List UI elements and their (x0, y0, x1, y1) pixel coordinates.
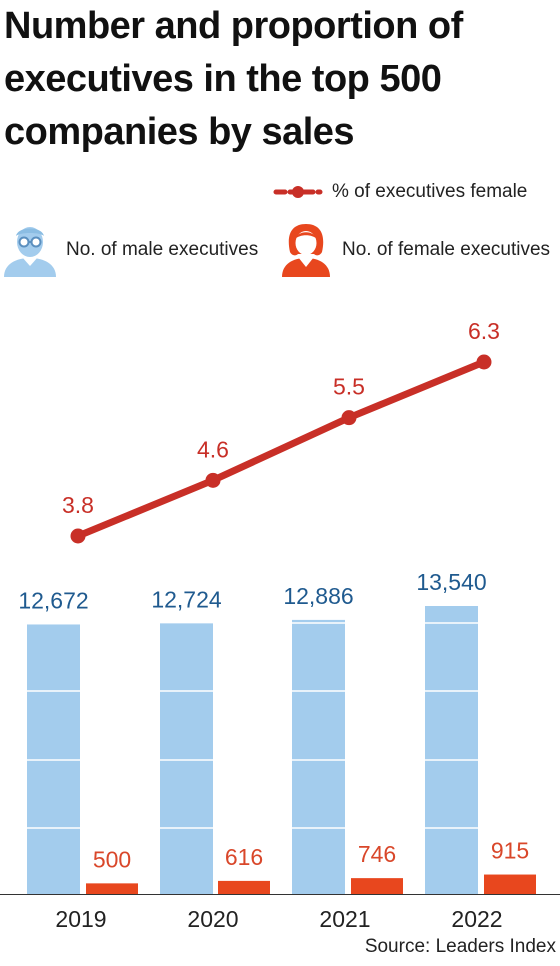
male-value-label: 12,672 (18, 587, 88, 613)
legend-line-label: % of executives female (332, 181, 528, 202)
chart-title: Number and proportion of executives in t… (4, 0, 556, 159)
line-value-label: 5.5 (333, 374, 365, 400)
x-tick-label: 2019 (55, 906, 106, 932)
male-bar-2021 (292, 619, 345, 894)
line-value-label: 6.3 (468, 318, 500, 344)
female-bar-2020 (218, 880, 270, 894)
chart-title-line-3: companies by sales (4, 111, 355, 153)
female-value-label: 616 (225, 844, 263, 870)
male-bar-2022 (425, 606, 478, 894)
male-value-label: 12,724 (151, 586, 222, 612)
male-person-with-glasses-icon (4, 227, 56, 277)
line-point-2019 (70, 528, 86, 544)
line-point-2021 (341, 410, 357, 426)
female-bar-2021 (351, 878, 403, 894)
male-value-label: 12,886 (283, 583, 353, 609)
female-bar-2022 (484, 874, 536, 894)
male-bar-2019 (27, 624, 80, 894)
legend-item-female: No. of female executives (276, 222, 550, 278)
female-bar-2019 (86, 883, 138, 894)
legend-item-female-percentage: % of executives female (272, 178, 527, 206)
line-point-2020 (205, 472, 221, 488)
chart-title-line-2: executives in the top 500 (4, 58, 442, 100)
legend-male-label: No. of male executives (66, 239, 259, 260)
female-value-label: 500 (93, 846, 131, 872)
female-value-label: 746 (358, 841, 396, 867)
source-note: Source: Leaders Index (364, 936, 556, 957)
male-bar-2020 (160, 623, 213, 894)
x-tick-label: 2022 (451, 906, 502, 932)
x-tick-label: 2021 (319, 906, 370, 932)
legend-female-label: No. of female executives (342, 239, 551, 260)
male-value-label: 13,540 (416, 569, 486, 595)
line-point-2022 (476, 354, 492, 370)
x-tick-label: 2020 (187, 906, 238, 932)
line-value-label: 3.8 (62, 492, 94, 518)
legend-item-male: No. of male executives (0, 222, 258, 278)
female-percentage-line (74, 358, 488, 540)
female-value-label: 915 (491, 838, 529, 864)
line-value-label: 4.6 (197, 436, 229, 462)
female-person-icon (282, 224, 330, 277)
chart-title-line-1: Number and proportion of (4, 5, 463, 47)
line-marker-icon (273, 186, 323, 198)
